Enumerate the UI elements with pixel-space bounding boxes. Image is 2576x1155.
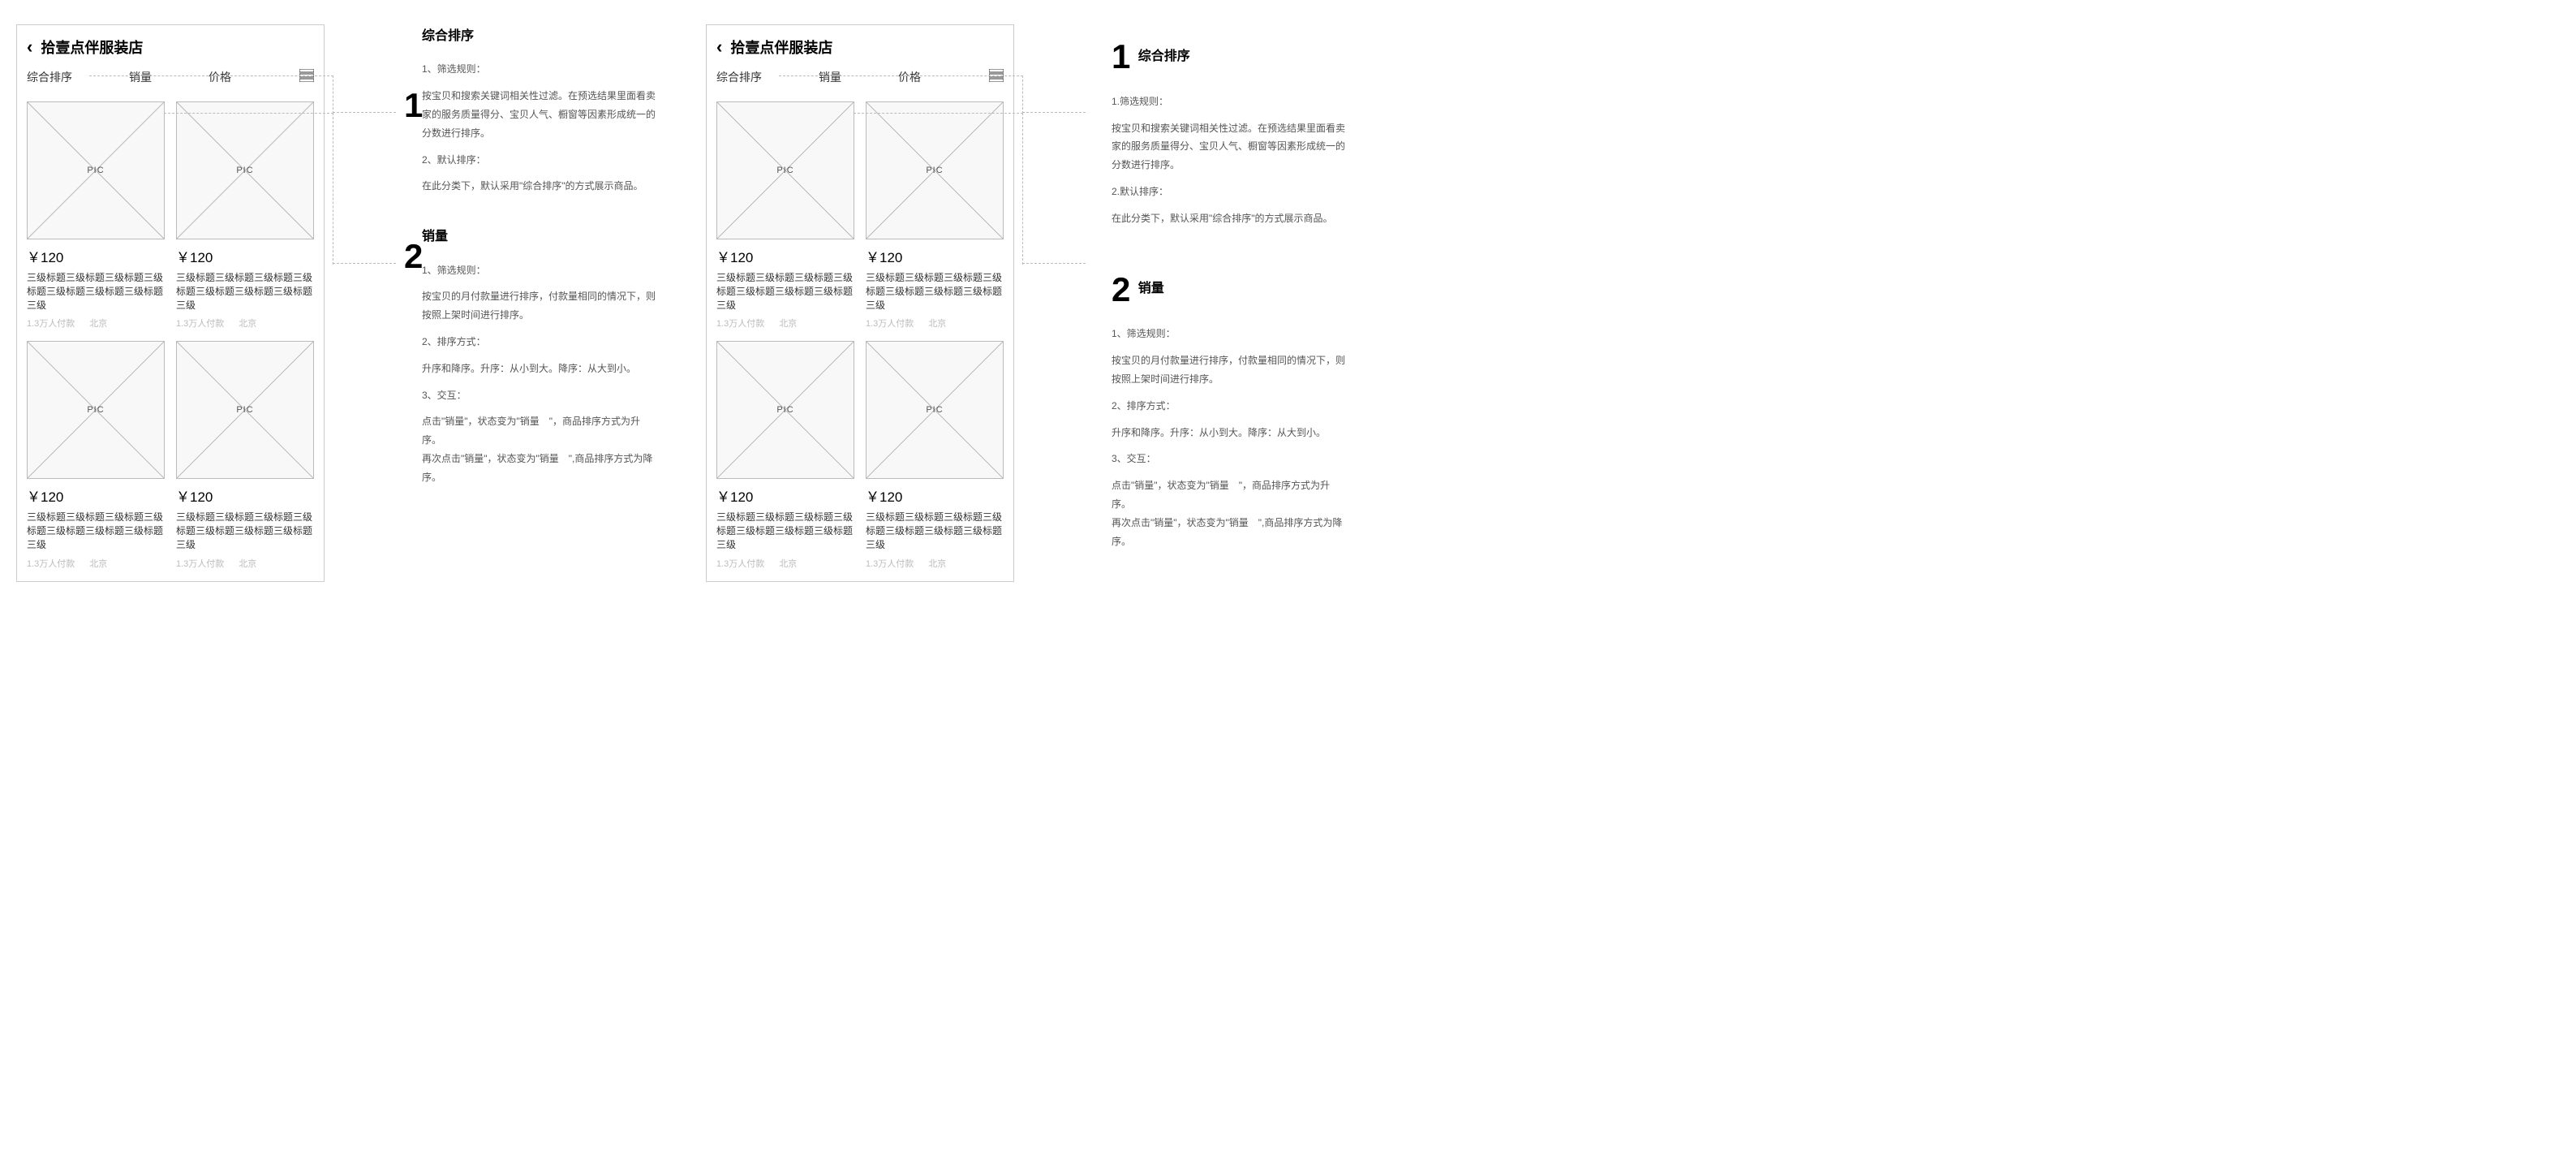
product-price: ￥120 [716,485,854,506]
product-price: ￥120 [176,485,314,506]
tab-comprehensive[interactable]: 综合排序 [716,69,762,85]
back-icon[interactable]: ‹ [27,37,32,58]
spec-panel-2: ‹ 拾壹点伴服装店 综合排序 销量 价格 PIC ￥120 三级标题三级标题三级… [706,24,1347,582]
product-meta: 1.3万人付款北京 [27,317,165,330]
annotation-column: 1 综合排序 1.筛选规则： 按宝贝和搜索关键词相关性过滤。在预选结果里面看卖家… [1112,24,1347,580]
annotation-column: 综合排序 1、筛选规则： 按宝贝和搜索关键词相关性过滤。在预选结果里面看卖家的服… [422,24,657,516]
product-title: 三级标题三级标题三级标题三级标题三级标题三级标题三级标题三级 [27,271,165,312]
product-card[interactable]: PIC ￥120 三级标题三级标题三级标题三级标题三级标题三级标题三级标题三级 … [176,341,314,569]
product-card[interactable]: PIC ￥120 三级标题三级标题三级标题三级标题三级标题三级标题三级标题三级 … [27,341,165,569]
callout-number-2: 2 [1112,257,1130,322]
product-card[interactable]: PIC ￥120 三级标题三级标题三级标题三级标题三级标题三级标题三级标题三级 … [716,101,854,330]
product-title: 三级标题三级标题三级标题三级标题三级标题三级标题三级标题三级 [866,511,1004,551]
callout-number-1: 1 [404,86,423,125]
product-price: ￥120 [866,485,1004,506]
callout-number-2: 2 [404,237,423,276]
product-card[interactable]: PIC ￥120 三级标题三级标题三级标题三级标题三级标题三级标题三级标题三级 … [716,341,854,569]
product-meta: 1.3万人付款北京 [176,317,314,330]
callout-connector [333,263,396,264]
spec-panel-1: ‹ 拾壹点伴服装店 综合排序 销量 价格 PIC ￥120 三级标题三级标题三级… [16,24,657,582]
annotation-heading: 综合排序 [1138,50,1190,63]
product-card[interactable]: PIC ￥120 三级标题三级标题三级标题三级标题三级标题三级标题三级标题三级 … [27,101,165,330]
callout-connector [1022,112,1086,113]
product-title: 三级标题三级标题三级标题三级标题三级标题三级标题三级标题三级 [716,271,854,312]
back-icon[interactable]: ‹ [716,37,722,58]
shop-title: 拾壹点伴服装店 [41,37,143,58]
product-image-placeholder: PIC [716,101,854,239]
callout-connector [1022,263,1086,264]
product-price: ￥120 [716,246,854,266]
product-title: 三级标题三级标题三级标题三级标题三级标题三级标题三级标题三级 [176,271,314,312]
annotation-heading: 销量 [1138,282,1164,295]
product-meta: 1.3万人付款北京 [716,557,854,570]
product-title: 三级标题三级标题三级标题三级标题三级标题三级标题三级标题三级 [866,271,1004,312]
product-meta: 1.3万人付款北京 [716,317,854,330]
product-card[interactable]: PIC ￥120 三级标题三级标题三级标题三级标题三级标题三级标题三级标题三级 … [866,341,1004,569]
product-title: 三级标题三级标题三级标题三级标题三级标题三级标题三级标题三级 [716,511,854,551]
product-image-placeholder: PIC [27,101,165,239]
product-image-placeholder: PIC [27,341,165,479]
product-price: ￥120 [27,246,165,266]
product-image-placeholder: PIC [176,341,314,479]
product-title: 三级标题三级标题三级标题三级标题三级标题三级标题三级标题三级 [176,511,314,551]
shop-title: 拾壹点伴服装店 [730,37,832,58]
tab-comprehensive[interactable]: 综合排序 [27,69,72,85]
product-image-placeholder: PIC [866,341,1004,479]
product-title: 三级标题三级标题三级标题三级标题三级标题三级标题三级标题三级 [27,511,165,551]
product-meta: 1.3万人付款北京 [866,557,1004,570]
annotation-heading: 销量 [422,225,657,249]
product-meta: 1.3万人付款北京 [176,557,314,570]
product-meta: 1.3万人付款北京 [866,317,1004,330]
callout-number-1: 1 [1112,24,1130,89]
product-meta: 1.3万人付款北京 [27,557,165,570]
annotation-heading: 综合排序 [422,24,657,49]
product-price: ￥120 [27,485,165,506]
callout-connector [333,112,396,113]
product-image-placeholder: PIC [716,341,854,479]
